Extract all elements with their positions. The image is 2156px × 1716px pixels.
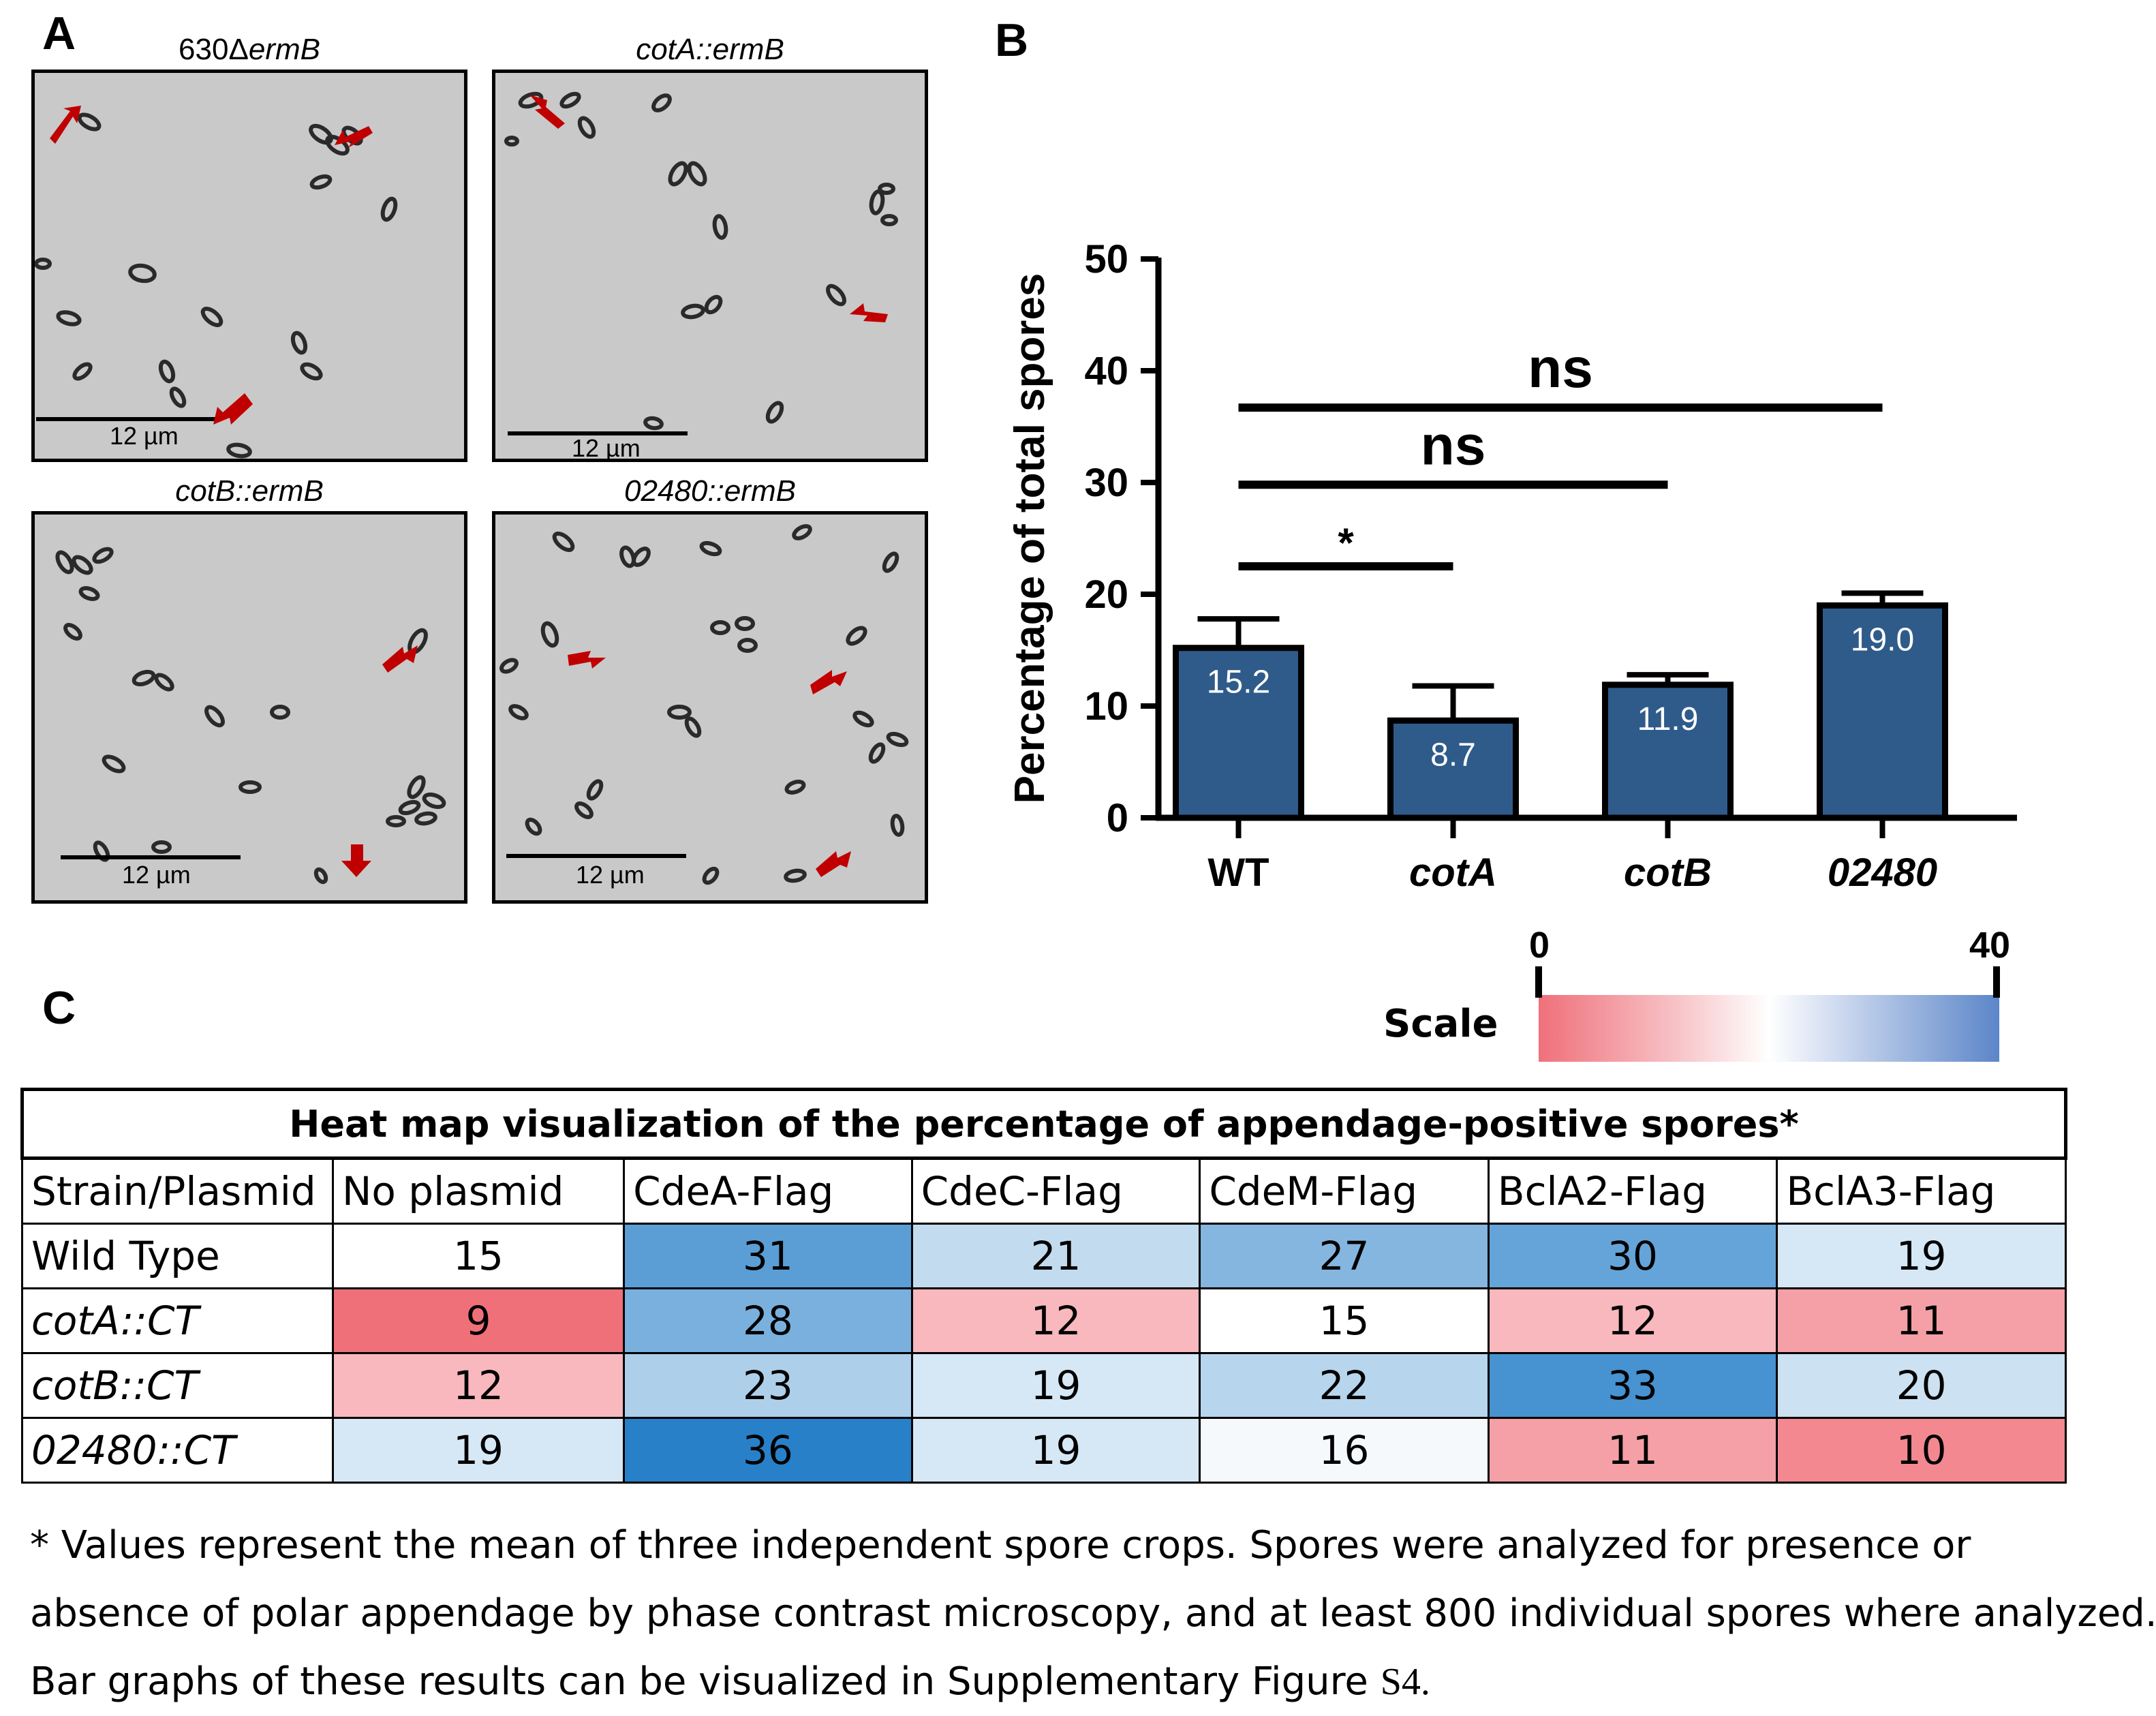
footnote-text: Bar graphs of these results can be visua… <box>30 1659 1381 1704</box>
significance-label: ns <box>1528 337 1593 399</box>
table-title-row: Heat map visualization of the percentage… <box>20 1088 2067 1160</box>
row-label: cotA::CT <box>21 1287 334 1354</box>
micrograph-title-cota: cotA::ermB <box>636 33 784 66</box>
heat-cell: 19 <box>1776 1223 2067 1289</box>
scale-max-tick <box>1993 966 2000 998</box>
significance-label: * <box>1338 520 1354 566</box>
column-header: CdeM-Flag <box>1199 1157 1490 1225</box>
heat-cell: 21 <box>910 1223 1201 1289</box>
y-tick-label: 0 <box>1107 796 1128 840</box>
heat-cell: 19 <box>910 1352 1201 1419</box>
data-label: 8.7 <box>1430 737 1476 773</box>
spores-image-4 <box>495 515 925 900</box>
column-header: CdeC-Flag <box>910 1157 1201 1225</box>
data-label: 11.9 <box>1637 701 1699 737</box>
scale-bar-label: 12 µm <box>576 861 645 889</box>
heat-cell: 23 <box>623 1352 913 1419</box>
scale-max-label: 40 <box>1969 925 2011 966</box>
heat-cell: 31 <box>623 1223 913 1289</box>
spores-image-1 <box>35 73 464 459</box>
table-row: 02480::CT 19 36 19 16 11 10 <box>21 1417 2067 1484</box>
scale-label: Scale <box>1383 1002 1498 1046</box>
heat-cell: 22 <box>1199 1352 1490 1419</box>
heatmap-table: Heat map visualization of the percentage… <box>20 1088 2067 1484</box>
scale-bar-label: 12 µm <box>572 434 641 462</box>
micrograph-02480: 12 µm <box>492 511 928 904</box>
micrograph-title-cotb: cotB::ermB <box>175 474 324 508</box>
heat-cell: 9 <box>331 1287 626 1354</box>
table-header-row: Strain/Plasmid No plasmid CdeA-Flag CdeC… <box>21 1157 2067 1225</box>
panel-c-letter: C <box>42 982 76 1034</box>
x-tick-label: 02480 <box>1828 851 1937 895</box>
footnote-ref: S4. <box>1380 1661 1430 1703</box>
color-scale-bar <box>1539 995 1999 1062</box>
spores-image-2 <box>495 73 925 459</box>
heat-cell: 11 <box>1487 1417 1778 1484</box>
row-label: cotB::CT <box>21 1352 334 1419</box>
heat-cell: 15 <box>1199 1287 1490 1354</box>
y-tick-label: 10 <box>1084 684 1128 729</box>
heat-cell: 12 <box>910 1287 1201 1354</box>
y-tick-label: 30 <box>1084 461 1128 505</box>
x-tick-label: cotA <box>1409 851 1497 895</box>
heat-cell: 33 <box>1487 1352 1778 1419</box>
y-tick-label: 40 <box>1084 349 1128 393</box>
micrograph-title-02480: 02480::ermB <box>624 474 796 508</box>
table-row: cotB::CT 12 23 19 22 33 20 <box>21 1352 2067 1419</box>
heat-cell: 27 <box>1199 1223 1490 1289</box>
micrograph-cotb: 12 µm <box>31 511 467 904</box>
footnote: * Values represent the mean of three ind… <box>30 1512 2156 1716</box>
heat-cell: 15 <box>331 1223 626 1289</box>
footnote-line: * Values represent the mean of three ind… <box>30 1523 1971 1567</box>
heat-cell: 12 <box>331 1352 626 1419</box>
panel-a-letter: A <box>42 7 76 59</box>
heat-cell: 12 <box>1487 1287 1778 1354</box>
x-tick-label: cotB <box>1624 851 1712 895</box>
table-title: Heat map visualization of the percentage… <box>20 1088 2067 1160</box>
scale-min-tick <box>1535 966 1542 998</box>
footnote-line: Bar graphs of these results can be visua… <box>30 1648 2142 1716</box>
column-header: CdeA-Flag <box>623 1157 913 1225</box>
spores-image-3 <box>35 515 464 900</box>
column-header: BclA2-Flag <box>1487 1157 1778 1225</box>
heat-cell: 28 <box>623 1287 913 1354</box>
panel-b-letter: B <box>995 14 1029 66</box>
column-header: Strain/Plasmid <box>21 1157 334 1225</box>
column-header: No plasmid <box>331 1157 626 1225</box>
heat-cell: 11 <box>1776 1287 2067 1354</box>
table-row: Wild Type 15 31 21 27 30 19 <box>21 1223 2067 1289</box>
x-tick-label: WT <box>1207 851 1269 895</box>
bar-chart: 0 10 20 30 40 50 Percentage of total spores 15.… <box>1006 237 2017 895</box>
table-row: cotA::CT 9 28 12 15 12 11 <box>21 1287 2067 1354</box>
heat-cell: 19 <box>910 1417 1201 1484</box>
scale-bar-label: 12 µm <box>110 422 179 450</box>
footnote-line: absence of polar appendage by phase cont… <box>30 1591 2156 1636</box>
micrograph-cota: 12 µm <box>492 70 928 462</box>
bar <box>1173 645 1304 821</box>
data-label: 19.0 <box>1851 622 1914 658</box>
micrograph-630: 12 µm <box>31 70 467 462</box>
heat-cell: 10 <box>1776 1417 2067 1484</box>
row-label: Wild Type <box>21 1223 334 1289</box>
y-tick-label: 50 <box>1084 237 1128 281</box>
row-label: 02480::CT <box>21 1417 334 1484</box>
heat-cell: 16 <box>1199 1417 1490 1484</box>
scale-min-label: 0 <box>1529 925 1550 966</box>
scale-bar-label: 12 µm <box>122 861 191 889</box>
heat-cell: 30 <box>1487 1223 1778 1289</box>
heat-cell: 20 <box>1776 1352 2067 1419</box>
significance-label: ns <box>1421 414 1486 476</box>
data-label: 15.2 <box>1207 664 1270 701</box>
heat-cell: 19 <box>331 1417 626 1484</box>
column-header: BclA3-Flag <box>1776 1157 2067 1225</box>
y-axis-label: Percentage of total spores <box>1006 273 1053 804</box>
micrograph-title-630: 630ΔermB <box>179 33 320 66</box>
y-tick-label: 20 <box>1084 572 1128 617</box>
heat-cell: 36 <box>623 1417 913 1484</box>
